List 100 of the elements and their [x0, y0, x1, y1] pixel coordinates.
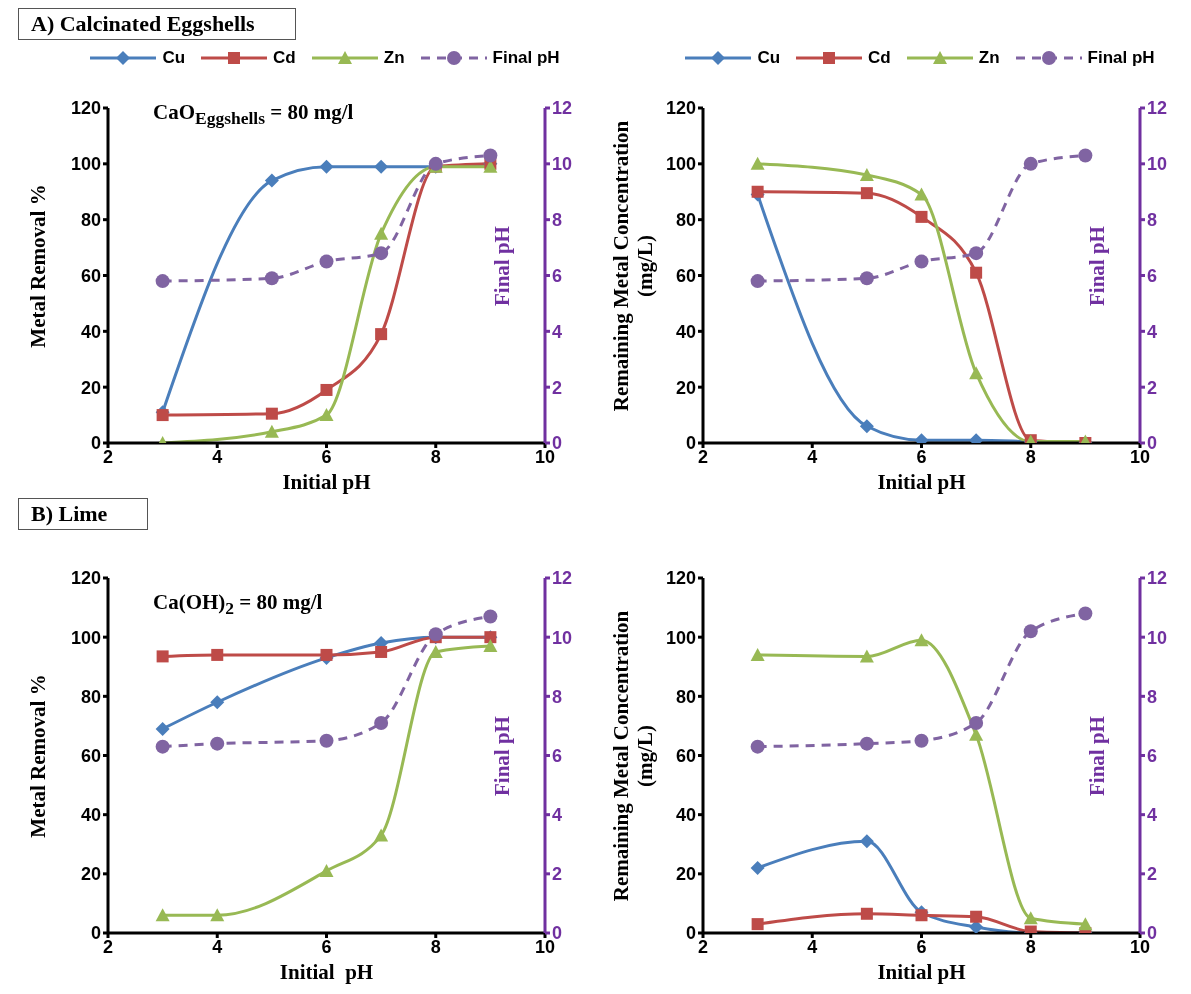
y2-tick-label: 12 — [1147, 98, 1168, 119]
y2-tick-label: 4 — [552, 321, 563, 342]
point — [319, 863, 334, 877]
point — [969, 920, 984, 933]
point — [374, 159, 389, 174]
point — [915, 909, 928, 922]
x-tick-label: 2 — [697, 936, 709, 957]
point — [969, 727, 984, 741]
x-tick-label: 6 — [916, 446, 927, 467]
y2-tick-label: 8 — [552, 210, 563, 231]
y-tick-label: 20 — [80, 864, 101, 885]
legend-label: Zn — [978, 48, 1000, 68]
y2-axis-title: Final pH — [490, 714, 515, 798]
point — [155, 739, 170, 754]
y-tick-label: 80 — [675, 686, 696, 707]
legend-label: Final pH — [492, 48, 560, 68]
point — [860, 907, 873, 920]
y2-tick-label: 12 — [552, 98, 573, 119]
y2-axis-title: Final pH — [1085, 714, 1110, 798]
point — [1078, 606, 1093, 621]
point — [914, 633, 929, 647]
point — [859, 271, 874, 286]
point — [210, 736, 225, 751]
y-axis-title: Metal Removal % — [25, 183, 50, 348]
x-tick-label: 6 — [321, 936, 332, 957]
point — [914, 254, 929, 269]
y-tick-label: 40 — [80, 805, 101, 826]
y2-tick-label: 6 — [552, 265, 563, 286]
y-tick-label: 100 — [665, 627, 696, 648]
y-tick-label: 80 — [80, 210, 101, 231]
point — [1078, 917, 1093, 931]
point — [970, 266, 983, 279]
y2-tick-label: 12 — [552, 568, 573, 589]
x-tick-label: 2 — [102, 936, 114, 957]
point — [319, 254, 334, 269]
x-axis-title: Initial pH — [278, 960, 375, 985]
x-axis-title: Initial pH — [876, 960, 967, 985]
point — [319, 733, 334, 748]
y-tick-label: 120 — [70, 98, 101, 119]
point — [156, 650, 169, 663]
point — [859, 649, 874, 663]
point — [483, 639, 498, 653]
point — [155, 908, 170, 922]
x-tick-label: 8 — [430, 446, 441, 467]
point — [155, 274, 170, 289]
x-tick-label: 8 — [1025, 936, 1036, 957]
y-tick-label: 100 — [70, 154, 101, 175]
point — [374, 246, 389, 261]
y-tick-label: 60 — [675, 265, 696, 286]
y2-tick-label: 2 — [1147, 377, 1158, 398]
point — [320, 383, 333, 396]
y2-tick-label: 6 — [552, 745, 563, 766]
x-axis-title: Initial pH — [281, 470, 372, 495]
y2-tick-label: 4 — [1147, 805, 1158, 826]
legend-label: Cd — [273, 48, 296, 68]
x-tick-label: 6 — [321, 446, 332, 467]
x-tick-label: 4 — [807, 446, 818, 467]
x-tick-label: 4 — [212, 936, 223, 957]
x-tick-label: 4 — [212, 446, 223, 467]
y2-tick-label: 10 — [1147, 627, 1168, 648]
y-tick-label: 100 — [70, 627, 101, 648]
point — [375, 328, 388, 341]
x-tick-label: 2 — [102, 446, 114, 467]
legend-label: Cu — [757, 48, 781, 68]
y2-tick-label: 6 — [1147, 265, 1158, 286]
y2-tick-label: 4 — [552, 805, 563, 826]
y-tick-label: 20 — [675, 864, 696, 885]
point — [970, 910, 983, 923]
point — [374, 715, 389, 730]
y-tick-label: 0 — [685, 923, 696, 944]
y2-tick-label: 10 — [552, 627, 573, 648]
point — [319, 159, 334, 174]
y2-tick-label: 10 — [1147, 154, 1168, 175]
y2-tick-label: 10 — [552, 154, 573, 175]
point — [210, 908, 225, 922]
y-tick-label: 80 — [675, 210, 696, 231]
y-tick-label: 40 — [675, 321, 696, 342]
point — [428, 644, 443, 658]
y2-tick-label: 6 — [1147, 745, 1158, 766]
y2-axis-title: Final pH — [1085, 224, 1110, 308]
point — [750, 860, 765, 875]
x-axis-title: Initial pH — [876, 470, 967, 495]
y2-tick-label: 12 — [1147, 568, 1168, 589]
legend-label: Final pH — [1087, 48, 1155, 68]
y-tick-label: 60 — [80, 745, 101, 766]
point — [375, 645, 388, 658]
point — [969, 715, 984, 730]
y-tick-label: 120 — [70, 568, 101, 589]
point — [211, 648, 224, 661]
y-tick-label: 120 — [665, 98, 696, 119]
legend-label: Cd — [868, 48, 891, 68]
point — [264, 271, 279, 286]
legend-label: Zn — [383, 48, 405, 68]
point — [969, 366, 984, 380]
point — [914, 733, 929, 748]
chart-title: B) Lime — [18, 498, 149, 530]
y2-tick-label: 8 — [552, 686, 563, 707]
point — [859, 736, 874, 751]
point — [750, 156, 765, 170]
point — [155, 721, 170, 736]
